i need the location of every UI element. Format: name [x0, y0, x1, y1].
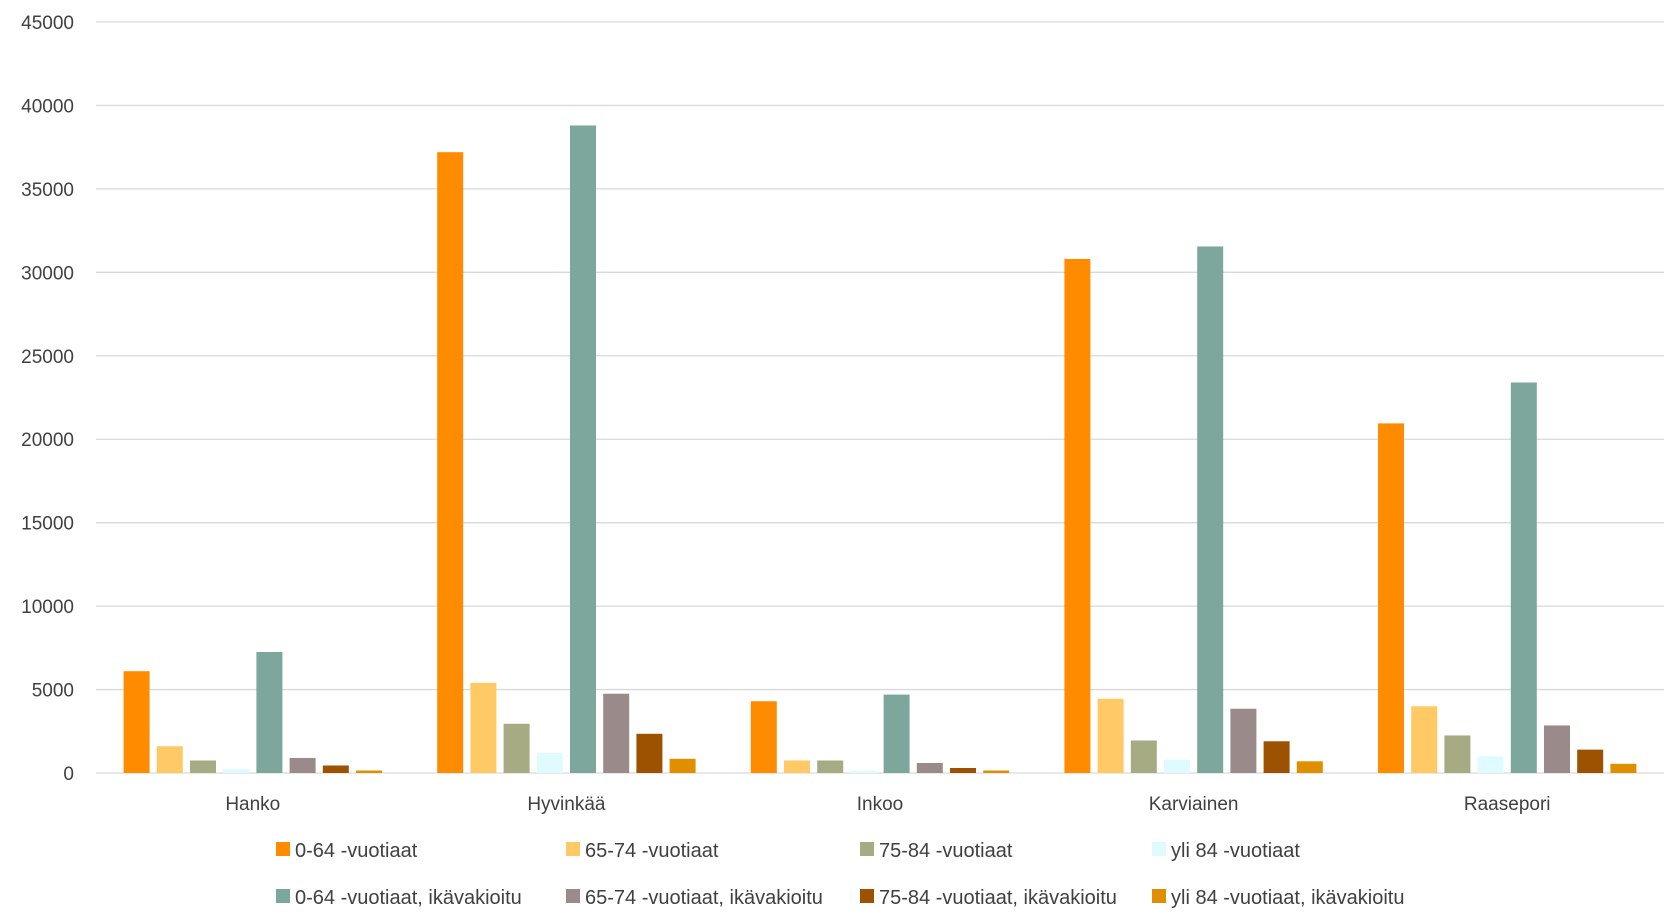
bar-Hanko-series-6 — [289, 757, 316, 773]
bar-Karviainen-series-8 — [1296, 761, 1323, 773]
bar-Hanko-series-8 — [356, 770, 382, 773]
y-tick-label: 40000 — [21, 96, 74, 117]
bar-Karviainen-series-6 — [1230, 708, 1257, 773]
bar-Hanko-series-2 — [156, 746, 183, 773]
bar-Inkoo-series-8 — [983, 770, 1010, 773]
bar-Inkoo-series-7 — [950, 767, 976, 773]
bar-Hyvinkää-series-1 — [437, 152, 464, 773]
bar-Inkoo-series-6 — [916, 762, 943, 773]
bar-Inkoo-series-3 — [817, 760, 844, 773]
bar-Hyvinkää-series-6 — [603, 693, 630, 773]
legend-label: 65-74 -vuotiaat — [585, 840, 719, 862]
legend-label: yli 84 -vuotiaat, ikävakioitu — [1171, 887, 1404, 909]
bar-Raasepori-series-3 — [1444, 735, 1471, 773]
bar-Hyvinkää-series-4 — [536, 752, 563, 773]
bar-Raasepori-series-8 — [1610, 763, 1637, 773]
y-tick-label: 10000 — [21, 597, 74, 618]
y-tick-label: 0 — [63, 764, 74, 785]
bar-Inkoo-series-4 — [850, 770, 877, 773]
bar-Raasepori-series-7 — [1577, 749, 1604, 773]
legend: 0-64 -vuotiaat 65-74 -vuotiaat 75-84 -vuot… — [276, 840, 1404, 909]
bar-Hyvinkää-series-3 — [503, 723, 530, 773]
bar-Inkoo-series-5 — [883, 694, 910, 773]
legend-swatch — [566, 842, 580, 856]
legend-swatch — [276, 842, 290, 856]
bar-Hyvinkää-series-5 — [570, 125, 596, 773]
bar-Karviainen-series-5 — [1197, 246, 1224, 773]
bar-Karviainen-series-7 — [1263, 741, 1290, 773]
bar-Karviainen-series-2 — [1097, 698, 1124, 773]
y-tick-label: 45000 — [21, 13, 74, 34]
bar-Hyvinkää-series-7 — [636, 733, 663, 773]
legend-swatch — [276, 889, 290, 903]
legend-label: 65-74 -vuotiaat, ikävakioitu — [585, 887, 823, 909]
y-tick-label: 35000 — [21, 180, 74, 201]
legend-swatch — [1152, 889, 1166, 903]
y-axis-tick-labels: 0 5000 10000 15000 20000 25000 30000 35000 40000… — [21, 13, 74, 785]
bar-Raasepori-series-1 — [1378, 423, 1404, 773]
y-tick-label: 15000 — [21, 514, 74, 535]
bar-Hanko-series-1 — [123, 671, 150, 773]
legend-swatch — [860, 889, 874, 903]
x-category-label: Inkoo — [857, 794, 903, 815]
bar-Karviainen-series-1 — [1064, 258, 1091, 774]
y-tick-label: 5000 — [32, 681, 74, 702]
bar-Hanko-series-5 — [256, 652, 283, 773]
bar-Hanko-series-3 — [190, 760, 216, 773]
legend-label: 0-64 -vuotiaat — [295, 840, 418, 862]
y-tick-label: 30000 — [21, 263, 74, 284]
y-tick-label: 25000 — [21, 347, 74, 368]
bar-Raasepori-series-2 — [1411, 706, 1438, 773]
legend-label: 0-64 -vuotiaat, ikävakioitu — [295, 887, 522, 909]
bar-Raasepori-series-6 — [1544, 725, 1570, 773]
x-category-label: Hyvinkää — [527, 794, 606, 815]
legend-swatch — [860, 842, 874, 856]
y-tick-label: 20000 — [21, 430, 74, 451]
legend-label: 75-84 -vuotiaat, ikävakioitu — [879, 887, 1117, 909]
x-axis-category-labels: Hanko Hyvinkää Inkoo Karviainen Raasepori — [225, 794, 1550, 815]
bar-Inkoo-series-2 — [784, 760, 810, 773]
x-category-label: Karviainen — [1149, 794, 1239, 815]
bars — [123, 125, 1637, 774]
bar-Hyvinkää-series-8 — [669, 758, 696, 773]
bar-Hanko-series-4 — [223, 768, 250, 773]
legend-swatch — [566, 889, 580, 903]
x-category-label: Raasepori — [1464, 794, 1551, 815]
bar-Inkoo-series-1 — [750, 701, 777, 773]
bar-Hyvinkää-series-2 — [470, 682, 497, 773]
x-category-label: Hanko — [225, 794, 280, 815]
legend-swatch — [1152, 842, 1166, 856]
bar-Raasepori-series-5 — [1510, 382, 1537, 773]
legend-label: 75-84 -vuotiaat — [879, 840, 1013, 862]
gridlines — [96, 21, 1664, 774]
bar-Karviainen-series-3 — [1130, 740, 1157, 773]
bar-Hanko-series-7 — [322, 765, 349, 773]
legend-label: yli 84 -vuotiaat — [1171, 840, 1300, 862]
bar-Raasepori-series-4 — [1477, 756, 1504, 773]
bar-Karviainen-series-4 — [1164, 759, 1190, 773]
